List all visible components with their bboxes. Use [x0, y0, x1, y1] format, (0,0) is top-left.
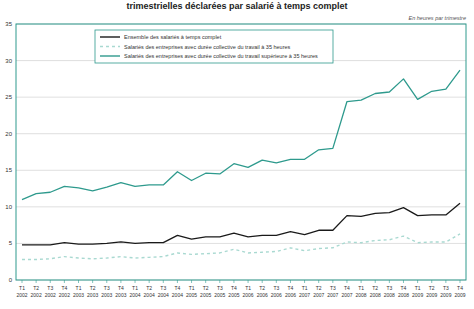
- x-tick-label: T12005: [186, 285, 197, 298]
- y-tick-label: 15: [5, 167, 12, 173]
- x-tick-label: T42008: [398, 285, 409, 298]
- x-tick-label: T12008: [356, 285, 367, 298]
- y-tick-label: 10: [5, 204, 12, 210]
- chart: trimestrielles déclarées par salarié à t…: [0, 0, 474, 309]
- x-tick: [106, 280, 107, 283]
- x-tick-label: T12004: [129, 285, 140, 298]
- x-tick: [276, 280, 277, 283]
- x-tick-label: T32004: [158, 285, 169, 298]
- x-tick-label: T42002: [59, 285, 70, 298]
- legend-swatch: [100, 46, 120, 47]
- x-tick-label: T42004: [172, 285, 183, 298]
- x-tick: [64, 280, 65, 283]
- x-tick: [191, 280, 192, 283]
- x-tick-label: T22004: [144, 285, 155, 298]
- x-tick-label: T12006: [243, 285, 254, 298]
- x-tick: [346, 280, 347, 283]
- x-tick-label: T42006: [285, 285, 296, 298]
- x-tick-label: T32006: [271, 285, 282, 298]
- legend-swatch: [100, 36, 120, 37]
- x-tick: [304, 280, 305, 283]
- x-tick: [375, 280, 376, 283]
- x-tick-label: T32008: [384, 285, 395, 298]
- x-tick: [78, 280, 79, 283]
- y-tick-label: 25: [5, 94, 12, 100]
- y-tick-label: 30: [5, 58, 12, 64]
- y-tick-label: 5: [9, 240, 13, 246]
- x-tick: [177, 280, 178, 283]
- series-line: [22, 70, 460, 199]
- x-tick-label: T32005: [214, 285, 225, 298]
- x-tick: [22, 280, 23, 283]
- legend-swatch: [100, 55, 120, 56]
- x-tick: [318, 280, 319, 283]
- title: trimestrielles déclarées par salarié à t…: [126, 1, 347, 11]
- x-tick-label: T32003: [101, 285, 112, 298]
- x-tick: [460, 280, 461, 283]
- x-tick-label: T22003: [87, 285, 98, 298]
- x-tick: [50, 280, 51, 283]
- x-tick-label: T32002: [45, 285, 56, 298]
- y-tick-label: 20: [5, 131, 12, 137]
- x-tick-label: T42005: [228, 285, 239, 298]
- x-tick: [403, 280, 404, 283]
- x-tick: [92, 280, 93, 283]
- x-tick-label: T32007: [327, 285, 338, 298]
- legend-label: Ensemble des salariés à temps complet: [124, 34, 222, 40]
- legend-label: Salariés des entreprises avec durée coll…: [124, 44, 291, 50]
- x-tick-label: T22006: [257, 285, 268, 298]
- x-tick-label: T12007: [299, 285, 310, 298]
- x-tick-label: T32009: [440, 285, 451, 298]
- x-tick: [431, 280, 432, 283]
- y-tick-label: 0: [9, 277, 13, 283]
- x-tick: [445, 280, 446, 283]
- x-tick: [149, 280, 150, 283]
- x-tick: [248, 280, 249, 283]
- x-tick-label: T12009: [412, 285, 423, 298]
- plot-area: [22, 70, 460, 259]
- x-tick-label: T22008: [370, 285, 381, 298]
- y-tick-label: 35: [5, 21, 12, 27]
- x-tick: [120, 280, 121, 283]
- x-tick-label: T42009: [454, 285, 465, 298]
- x-tick: [233, 280, 234, 283]
- x-tick: [262, 280, 263, 283]
- x-tick-label: T22005: [200, 285, 211, 298]
- x-tick-label: T42003: [115, 285, 126, 298]
- x-tick-label: T12002: [16, 285, 27, 298]
- grid-line: [16, 206, 466, 207]
- x-tick-label: T42007: [341, 285, 352, 298]
- grid-line: [16, 170, 466, 171]
- plot-frame: [16, 24, 466, 280]
- x-tick: [290, 280, 291, 283]
- x-tick: [389, 280, 390, 283]
- grid-line: [16, 133, 466, 134]
- x-tick: [135, 280, 136, 283]
- y-label: En heures par trimestre: [409, 15, 466, 21]
- x-tick: [219, 280, 220, 283]
- x-tick: [417, 280, 418, 283]
- x-tick: [332, 280, 333, 283]
- series-line: [22, 234, 460, 260]
- x-tick-label: T22007: [313, 285, 324, 298]
- x-tick: [205, 280, 206, 283]
- x-tick-label: T12003: [73, 285, 84, 298]
- x-tick: [36, 280, 37, 283]
- x-tick: [163, 280, 164, 283]
- x-tick-label: T22002: [31, 285, 42, 298]
- series-line: [22, 203, 460, 245]
- legend-box: [95, 30, 333, 63]
- grid-line: [16, 97, 466, 98]
- x-tick-label: T22009: [426, 285, 437, 298]
- x-tick: [361, 280, 362, 283]
- legend-label: Salariés des entreprises avec durée coll…: [124, 53, 318, 59]
